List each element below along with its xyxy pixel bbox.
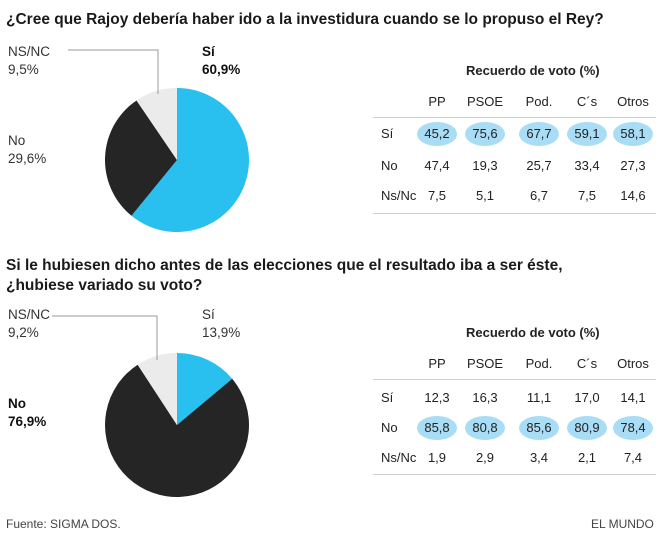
pie2-nsnc-value: 9,2%: [8, 325, 39, 340]
table1-col-otros: Otros: [617, 94, 649, 109]
table2-row-label: No: [381, 420, 398, 435]
table2-cell: 85,8: [424, 420, 450, 435]
source-note: Fuente: SIGMA DOS.: [6, 517, 121, 531]
brand-label: EL MUNDO: [591, 517, 654, 531]
question-2-title-line1: Si le hubiesen dicho antes de las elecci…: [6, 257, 563, 274]
table2-cell: 2,9: [475, 450, 495, 465]
table1-header-rule: [373, 117, 656, 118]
table1-cell: 6,7: [529, 188, 549, 203]
table1-cell: 47,4: [424, 158, 450, 173]
table2-col-pp: PP: [428, 356, 446, 371]
pie2-no-label: No: [8, 396, 26, 411]
table2-cell: 80,9: [574, 420, 600, 435]
table2-cell: 12,3: [424, 390, 450, 405]
table1-cell: 27,3: [620, 158, 646, 173]
pie1-nsnc-label: NS/NC: [8, 44, 51, 59]
table2-cell: 80,8: [472, 420, 498, 435]
table2-cell: 7,4: [623, 450, 643, 465]
pie-chart-1: [104, 88, 250, 232]
pie1-slice-no: [104, 100, 177, 216]
pie1-si-value: 60,9%: [202, 62, 241, 77]
table1-highlight-cs: [567, 122, 607, 146]
table1-highlight-otros: [613, 122, 653, 146]
pie2-si-label: Sí: [202, 307, 215, 322]
question-2-title-line2: ¿hubiese variado su voto?: [6, 277, 203, 294]
table2-col-pod: Pod.: [525, 356, 553, 371]
table1-cell: 14,6: [620, 188, 646, 203]
table1-row-label: Sí: [381, 126, 394, 141]
pie2-slice-s: [177, 353, 233, 425]
table2-cell: 17,0: [574, 390, 600, 405]
table1-cell: 19,3: [472, 158, 498, 173]
table1-cell: 75,6: [472, 126, 498, 141]
table2-cell: 11,1: [526, 390, 552, 405]
table2-cell: 14,1: [620, 390, 646, 405]
table2-highlight-psoe: [465, 416, 505, 440]
table2-cell: 3,4: [529, 450, 549, 465]
table2-highlight-cs: [567, 416, 607, 440]
table1-cell: 7,5: [577, 188, 597, 203]
table1-col-pod: Pod.: [525, 94, 553, 109]
table2-row-label: Ns/Nc: [381, 450, 417, 465]
table1-highlight-pp: [417, 122, 457, 146]
table1-highlight-psoe: [465, 122, 505, 146]
table2-highlight-pp: [417, 416, 457, 440]
table2-row-label: Sí: [381, 390, 394, 405]
table1-cell: 59,1: [574, 126, 600, 141]
table1-bottom-rule: [373, 213, 656, 214]
table1-col-psoe: PSOE: [466, 94, 504, 109]
pie1-no-value: 29,6%: [8, 151, 47, 166]
table1-cell: 5,1: [475, 188, 495, 203]
table2-title: Recuerdo de voto (%): [466, 325, 600, 340]
table2-highlight-otros: [613, 416, 653, 440]
table2-highlight-pod: [519, 416, 559, 440]
table1-cell: 7,5: [427, 188, 447, 203]
table2-bottom-rule: [373, 474, 656, 475]
table1-row-label: Ns/Nc: [381, 188, 417, 203]
table1-cell: 33,4: [574, 158, 600, 173]
question-1-title: ¿Cree que Rajoy debería haber ido a la i…: [6, 11, 604, 28]
table2-cell: 1,9: [427, 450, 447, 465]
table1-col-cs: C´s: [576, 94, 598, 109]
pie2-slice-no: [105, 364, 250, 498]
table1-highlight-pod: [519, 122, 559, 146]
pie1-si-label: Sí: [202, 44, 215, 59]
leader-line-nsnc-2: [52, 315, 158, 360]
pie1-nsnc-value: 9,5%: [8, 62, 39, 77]
table1-cell: 58,1: [620, 126, 646, 141]
table2-cell: 85,6: [526, 420, 552, 435]
table1-title: Recuerdo de voto (%): [466, 63, 600, 78]
table1-cell: 45,2: [424, 126, 450, 141]
table2-header-rule: [373, 379, 656, 380]
pie1-slice-s: [131, 88, 250, 232]
pie1-slice-nsnc: [136, 88, 177, 160]
table2-col-cs: C´s: [576, 356, 598, 371]
table1-col-pp: PP: [428, 94, 446, 109]
pie-chart-2: [105, 353, 250, 498]
table2-cell: 2,1: [577, 450, 597, 465]
table2-col-psoe: PSOE: [466, 356, 504, 371]
table1-cell: 67,7: [526, 126, 552, 141]
pie2-si-value: 13,9%: [202, 325, 241, 340]
leader-line-nsnc-1: [68, 49, 159, 94]
table2-cell: 16,3: [472, 390, 498, 405]
table1-cell: 25,7: [526, 158, 552, 173]
table1-row-label: No: [381, 158, 398, 173]
pie2-nsnc-label: NS/NC: [8, 307, 51, 322]
table2-col-otros: Otros: [617, 356, 649, 371]
pie2-slice-nsnc: [137, 353, 177, 425]
pie1-no-label: No: [8, 133, 26, 148]
pie2-no-value: 76,9%: [8, 414, 47, 429]
table2-cell: 78,4: [620, 420, 646, 435]
